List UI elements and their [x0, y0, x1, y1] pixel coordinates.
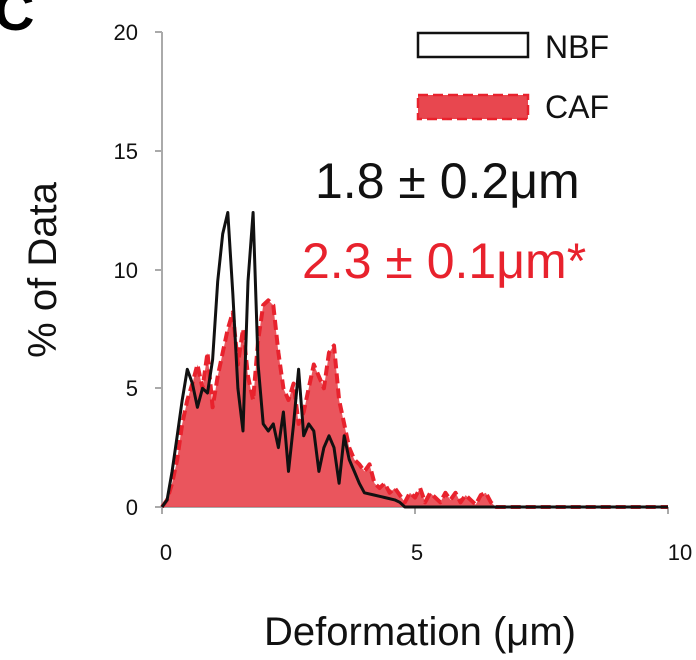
y-tick-label: 15 [114, 139, 138, 164]
y-tick-label: 0 [126, 495, 138, 520]
nbf-series-line [160, 211, 668, 509]
legend-label-caf: CAF [545, 89, 609, 125]
y-tick-label: 5 [126, 376, 138, 401]
y-tick-label: 10 [114, 258, 138, 283]
y-tick-label: 20 [114, 20, 138, 45]
legend-label-nbf: NBF [545, 29, 609, 65]
legend-swatch-nbf [416, 31, 530, 59]
y-ticks: 20 15 10 5 0 [114, 20, 162, 520]
nbf-stat-annotation: 1.8 ± 0.2μm [315, 153, 580, 209]
x-tick-label: 0 [160, 540, 172, 565]
x-ticks: 0 5 10 [160, 507, 692, 565]
x-axis-title: Deformation (μm) [264, 610, 576, 654]
legend: NBF CAF [416, 29, 609, 125]
x-tick-label: 5 [411, 540, 423, 565]
panel-label: C [0, 0, 34, 42]
caf-stat-annotation: 2.3 ± 0.1μm* [302, 233, 586, 289]
legend-swatch-caf [416, 93, 530, 121]
caf-series-area [162, 300, 668, 507]
y-axis-title: % of Data [21, 181, 65, 357]
caf-series-outline [160, 298, 668, 509]
x-tick-label: 10 [668, 540, 692, 565]
